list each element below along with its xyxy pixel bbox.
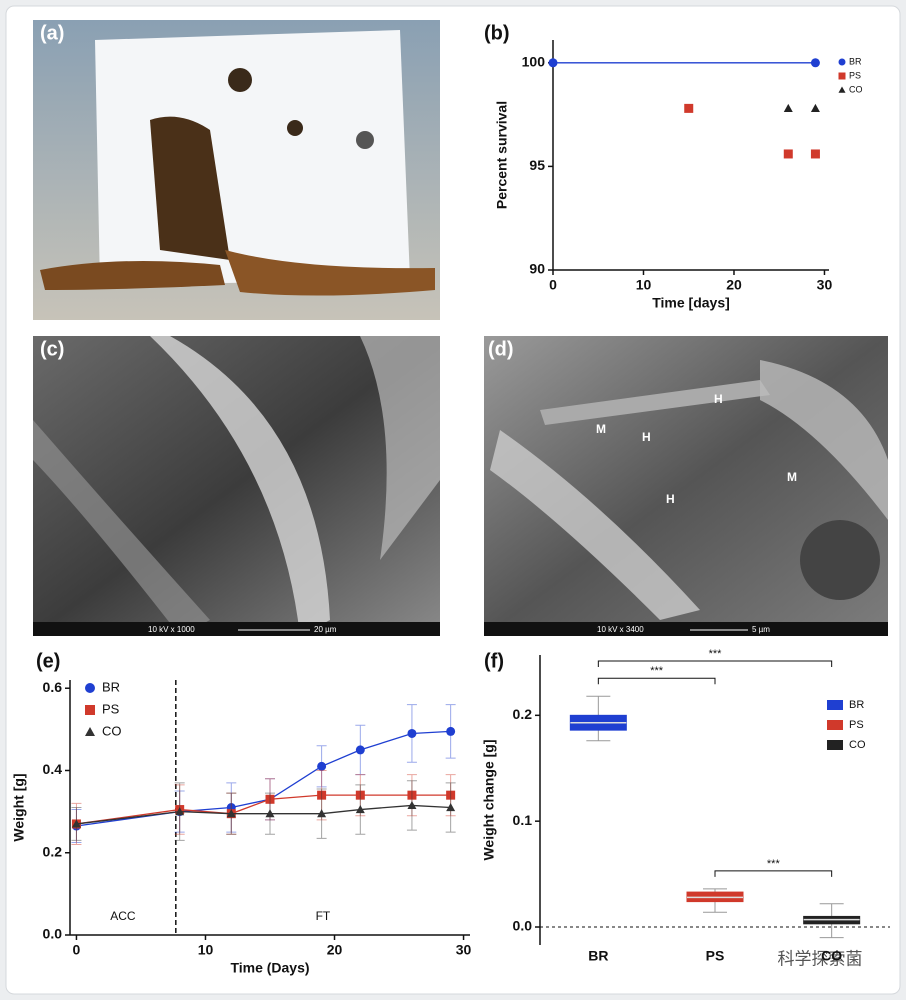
marker xyxy=(783,149,793,159)
y-tick-label: 95 xyxy=(529,157,545,173)
marker xyxy=(446,803,456,812)
x-axis-label: Time (Days) xyxy=(230,960,309,976)
significance-label: *** xyxy=(709,648,723,660)
marker xyxy=(355,745,365,755)
scale-bar-text: 5 µm xyxy=(752,625,770,634)
y-axis-label: Weight [g] xyxy=(11,773,27,841)
marker xyxy=(838,86,846,93)
y-axis-label: Percent survival xyxy=(494,101,510,209)
marker xyxy=(85,683,95,693)
marker xyxy=(548,58,558,68)
panel-label: (d) xyxy=(488,338,514,360)
legend-label: CO xyxy=(849,739,866,751)
marker xyxy=(317,790,327,800)
panel-label: (a) xyxy=(40,22,64,44)
panel-label: (f) xyxy=(484,650,504,672)
marker xyxy=(265,809,275,818)
marker xyxy=(226,809,236,818)
marker xyxy=(85,705,95,715)
significance-bracket xyxy=(714,870,833,877)
x-tick-label: 0 xyxy=(73,942,81,958)
marker xyxy=(407,790,417,800)
marker xyxy=(684,103,694,113)
marker xyxy=(85,727,95,736)
x-axis-label: Time [days] xyxy=(652,295,730,311)
marker xyxy=(838,72,846,80)
significance-bracket xyxy=(597,677,716,685)
scale-text: 10 kV x 1000 xyxy=(148,625,195,634)
panel-label: (b) xyxy=(484,22,510,44)
legend-label: PS xyxy=(849,719,864,731)
marker xyxy=(838,58,846,66)
scale-bar-text: 20 µm xyxy=(314,625,337,634)
watermark: 科学探索菌 xyxy=(778,949,863,968)
feature-label: M xyxy=(596,422,606,436)
feature-label: H xyxy=(714,392,723,406)
y-tick-label: 0.0 xyxy=(43,926,63,942)
marker xyxy=(355,790,365,800)
x-tick-label: 20 xyxy=(327,942,343,958)
marker xyxy=(407,800,417,810)
marker xyxy=(446,790,456,800)
marker xyxy=(446,726,456,736)
legend-label: BR xyxy=(849,699,864,711)
y-tick-label: 0.2 xyxy=(513,706,533,722)
legend-label: CO xyxy=(102,723,122,738)
marker xyxy=(317,809,327,818)
scale-text: 10 kV x 3400 xyxy=(597,625,644,634)
series-line xyxy=(76,794,451,825)
photo-d: 10 kV x 3400 5 µm M H H H M (d) xyxy=(484,336,888,636)
marker xyxy=(317,761,327,771)
legend-swatch xyxy=(827,720,843,730)
legend-swatch xyxy=(827,700,843,710)
annotation: FT xyxy=(316,909,331,923)
significance-label: *** xyxy=(767,858,781,870)
annotation: ACC xyxy=(110,909,136,923)
y-axis-label: Weight change [g] xyxy=(481,739,497,860)
legend-swatch xyxy=(827,740,843,750)
y-tick-label: 0.4 xyxy=(43,761,63,777)
panel-label: (c) xyxy=(40,338,64,360)
feature-label: M xyxy=(787,470,797,484)
series-line xyxy=(76,804,451,825)
marker xyxy=(783,103,793,112)
marker xyxy=(265,794,275,804)
marker xyxy=(810,103,820,112)
x-tick-label: 30 xyxy=(817,277,833,293)
y-tick-label: 0.0 xyxy=(513,918,533,934)
y-tick-label: 0.2 xyxy=(43,843,63,859)
y-tick-label: 100 xyxy=(522,53,546,69)
y-tick-label: 0.6 xyxy=(43,679,63,695)
marker xyxy=(810,58,820,68)
marker xyxy=(407,728,417,738)
x-tick-label: BR xyxy=(588,948,608,964)
marker xyxy=(175,807,185,816)
marker xyxy=(810,149,820,159)
x-tick-label: 20 xyxy=(726,277,742,293)
x-tick-label: 0 xyxy=(549,277,557,293)
legend-label: PS xyxy=(102,701,120,716)
significance-label: *** xyxy=(650,665,664,677)
photo-c: 10 kV x 1000 20 µm (c) xyxy=(33,336,440,636)
x-tick-label: 10 xyxy=(198,942,214,958)
legend-label: PS xyxy=(849,70,861,80)
legend-label: CO xyxy=(849,84,863,94)
marker xyxy=(355,805,365,814)
y-tick-label: 0.1 xyxy=(513,812,533,828)
photo-a: (a) xyxy=(33,20,440,320)
panel-label: (e) xyxy=(36,650,60,672)
feature-label: H xyxy=(642,430,651,444)
series-line xyxy=(76,730,451,827)
x-tick-label: CO xyxy=(821,948,842,964)
feature-label: H xyxy=(666,492,675,506)
marker xyxy=(71,819,81,828)
x-tick-label: 30 xyxy=(456,942,472,958)
legend-label: BR xyxy=(102,679,120,694)
significance-bracket xyxy=(597,660,833,667)
x-tick-label: 10 xyxy=(636,277,652,293)
x-tick-label: PS xyxy=(706,948,725,964)
y-tick-label: 90 xyxy=(529,261,545,277)
legend-label: BR xyxy=(849,56,862,66)
